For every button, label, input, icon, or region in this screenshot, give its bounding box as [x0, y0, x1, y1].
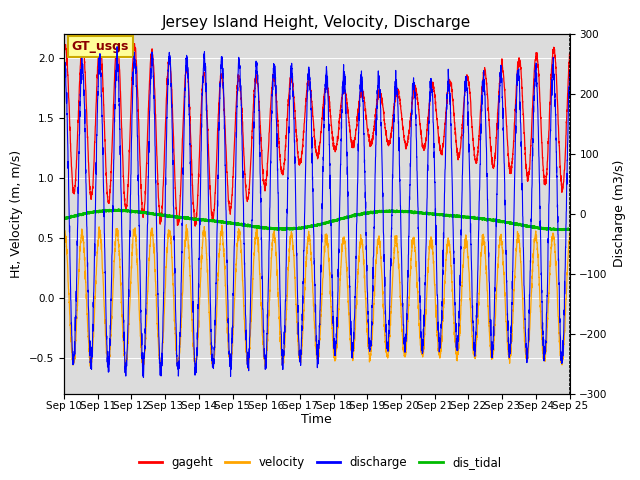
- gageht: [410, 88, 417, 94]
- velocity: [121, 363, 129, 369]
- gageht: [451, 120, 458, 126]
- velocity: [566, 230, 573, 236]
- gageht: [566, 50, 573, 56]
- gageht: [96, 37, 104, 43]
- X-axis label: Time: Time: [301, 413, 332, 426]
- velocity: [60, 233, 68, 239]
- dis_tidal: [121, 208, 129, 214]
- discharge: [451, 297, 458, 303]
- velocity: [451, 332, 458, 338]
- gageht: [191, 223, 199, 229]
- velocity: [244, 366, 252, 372]
- gageht: [120, 190, 128, 196]
- discharge: [113, 44, 121, 49]
- discharge: [218, 54, 225, 60]
- Line: velocity: velocity: [64, 225, 570, 369]
- dis_tidal: [558, 227, 566, 233]
- discharge: [121, 365, 129, 371]
- Line: dis_tidal: dis_tidal: [64, 209, 570, 230]
- velocity: [218, 229, 225, 235]
- dis_tidal: [451, 213, 458, 219]
- Legend: gageht, velocity, discharge, dis_tidal: gageht, velocity, discharge, dis_tidal: [134, 452, 506, 474]
- dis_tidal: [410, 209, 417, 215]
- dis_tidal: [566, 227, 573, 232]
- dis_tidal: [115, 206, 123, 212]
- velocity: [410, 239, 417, 245]
- gageht: [60, 48, 68, 54]
- dis_tidal: [92, 209, 100, 215]
- discharge: [60, 67, 68, 72]
- dis_tidal: [120, 207, 128, 213]
- gageht: [218, 71, 225, 77]
- velocity: [182, 222, 190, 228]
- velocity: [92, 276, 100, 281]
- Title: Jersey Island Height, Velocity, Discharge: Jersey Island Height, Velocity, Discharg…: [162, 15, 472, 30]
- gageht: [92, 108, 100, 113]
- velocity: [120, 353, 128, 359]
- gageht: [121, 202, 129, 208]
- discharge: [410, 75, 417, 81]
- discharge: [92, 178, 100, 183]
- discharge: [566, 68, 573, 73]
- Y-axis label: Ht, Velocity (m, m/s): Ht, Velocity (m, m/s): [10, 150, 24, 277]
- dis_tidal: [218, 219, 225, 225]
- Line: discharge: discharge: [64, 47, 570, 377]
- discharge: [140, 374, 147, 380]
- Line: gageht: gageht: [64, 40, 570, 226]
- Text: GT_usgs: GT_usgs: [72, 40, 129, 53]
- Y-axis label: Discharge (m3/s): Discharge (m3/s): [613, 160, 627, 267]
- dis_tidal: [60, 216, 68, 222]
- discharge: [120, 329, 128, 335]
